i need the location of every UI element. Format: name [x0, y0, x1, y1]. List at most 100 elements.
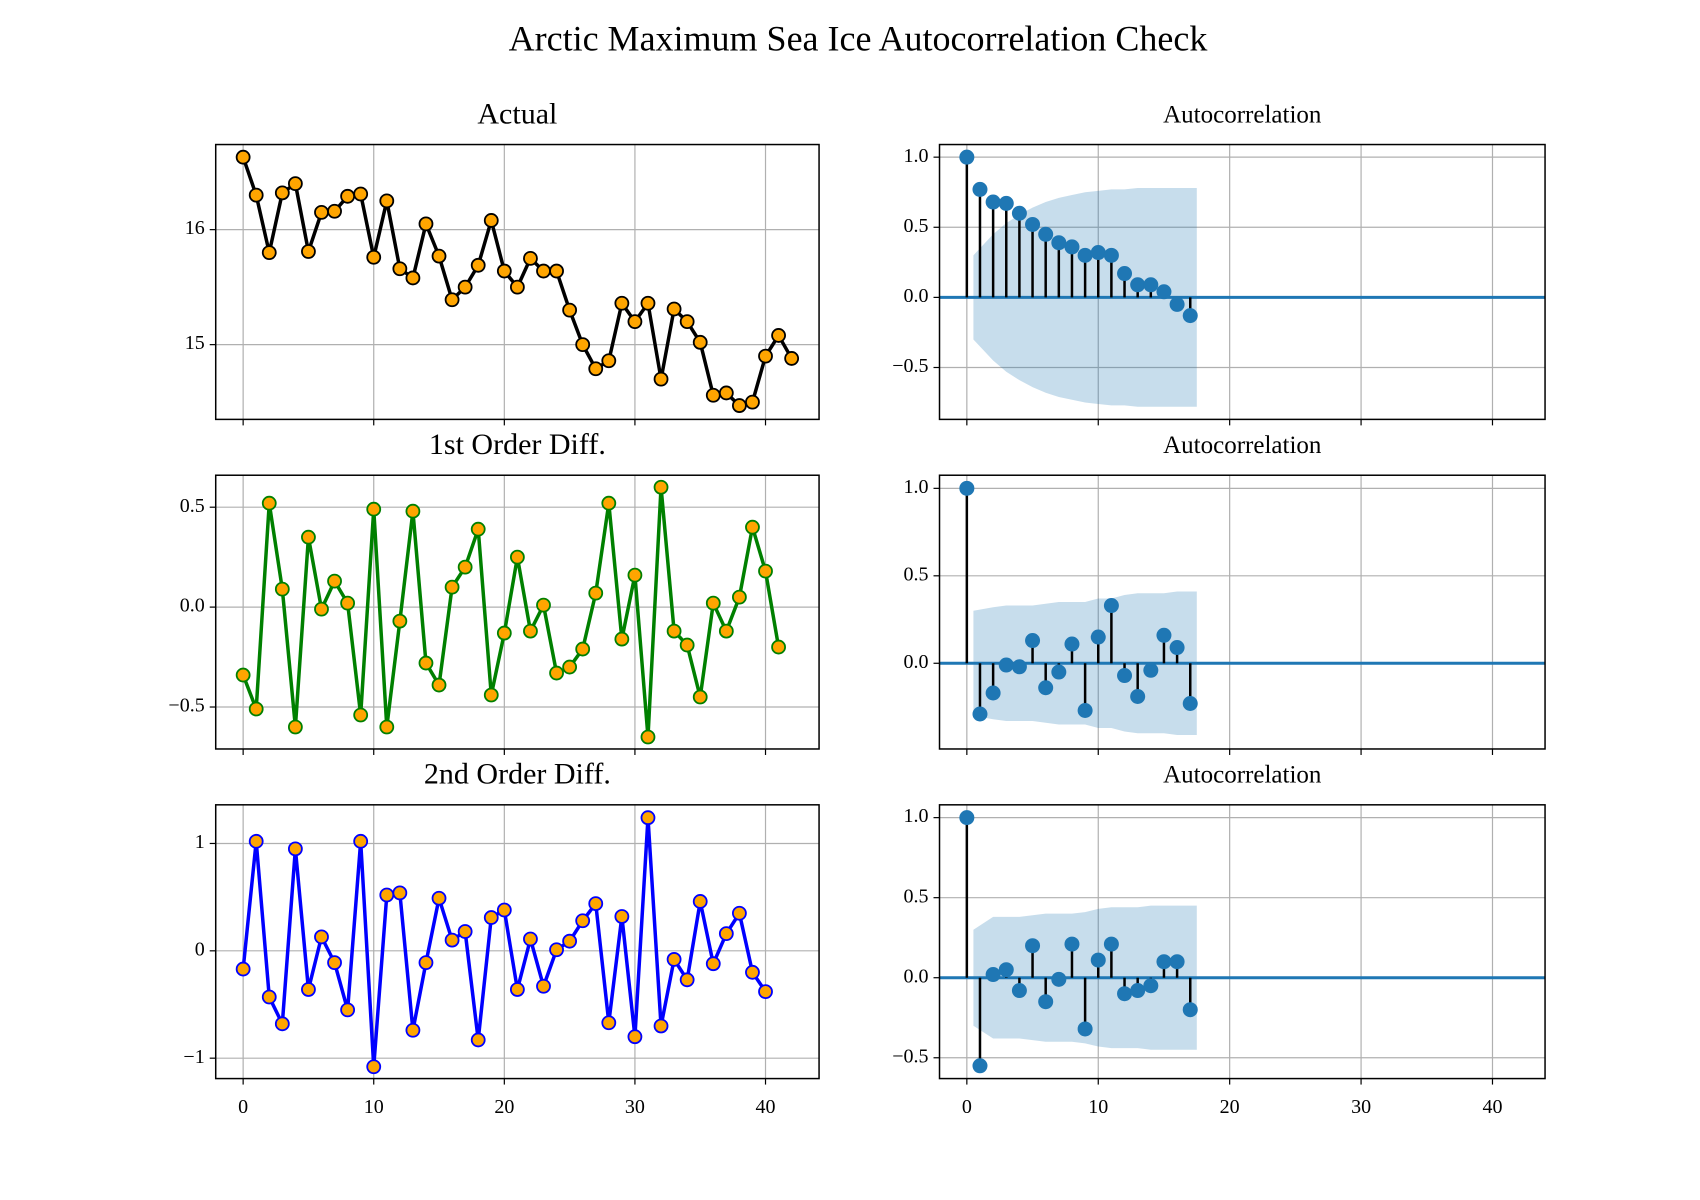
marker [1130, 277, 1146, 293]
marker [562, 933, 578, 949]
marker [959, 480, 975, 496]
marker [314, 204, 329, 220]
x-tick-label: 40 [1482, 1096, 1502, 1118]
marker [718, 926, 734, 942]
marker [536, 263, 551, 279]
marker [509, 549, 525, 565]
figure-title: Arctic Maximum Sea Ice Autocorrelation C… [509, 18, 1208, 58]
marker [640, 729, 656, 745]
marker [959, 810, 975, 826]
marker [692, 334, 708, 350]
marker [536, 597, 551, 613]
marker [575, 913, 591, 929]
marker [366, 249, 382, 265]
marker [261, 245, 277, 261]
marker [1064, 936, 1080, 952]
marker [692, 689, 708, 705]
y-tick-label: 0 [195, 938, 205, 960]
marker [653, 1018, 669, 1034]
marker [470, 521, 486, 537]
marker [1025, 938, 1041, 954]
marker [327, 573, 342, 589]
marker [1051, 971, 1067, 987]
marker [1090, 952, 1106, 968]
marker [248, 701, 264, 717]
y-tick-label: 1 [195, 831, 205, 853]
marker [1103, 598, 1119, 614]
marker [444, 292, 460, 308]
marker [679, 314, 695, 330]
marker [985, 967, 1001, 983]
marker [483, 910, 499, 925]
axes-frame [214, 474, 820, 750]
y-tick-label: 0.0 [904, 965, 929, 987]
marker [379, 887, 395, 903]
x-tick-label: 30 [1351, 1096, 1371, 1118]
marker [1025, 216, 1041, 232]
marker [549, 263, 564, 279]
marker [366, 501, 382, 517]
marker [392, 613, 408, 629]
marker [301, 244, 316, 259]
marker [985, 194, 1001, 210]
marker [666, 623, 682, 639]
marker [1038, 680, 1054, 696]
marker [549, 665, 564, 681]
marker [588, 896, 604, 911]
marker [340, 1002, 356, 1018]
marker [496, 902, 512, 918]
axes-frame [938, 804, 1546, 1080]
marker [758, 348, 773, 364]
marker [1064, 636, 1080, 652]
marker [1143, 662, 1159, 678]
marker [523, 623, 538, 639]
marker [1156, 627, 1172, 643]
marker [731, 905, 747, 921]
marker [287, 176, 303, 192]
marker [353, 707, 369, 723]
marker [483, 213, 499, 228]
marker [261, 989, 277, 1005]
marker [1090, 245, 1106, 261]
marker [1169, 954, 1185, 970]
marker [392, 261, 408, 277]
marker [1169, 296, 1185, 312]
panel-title: 2nd Order Diff. [424, 758, 611, 791]
marker [444, 579, 460, 595]
marker [758, 984, 773, 1000]
marker [679, 637, 695, 653]
axes-frame [938, 474, 1546, 750]
marker [998, 657, 1014, 673]
marker [718, 385, 734, 401]
marker [1077, 247, 1093, 263]
marker [1117, 266, 1133, 282]
marker [549, 942, 564, 958]
marker [248, 833, 264, 849]
marker [235, 667, 251, 683]
marker [614, 909, 630, 924]
marker [431, 890, 447, 906]
marker [1156, 284, 1172, 300]
marker [418, 955, 434, 971]
marker [1117, 986, 1133, 1002]
marker [601, 353, 617, 369]
y-tick-label: −1 [183, 1046, 204, 1068]
marker [405, 1022, 421, 1038]
marker [705, 956, 721, 972]
marker [431, 248, 447, 264]
marker [457, 559, 473, 575]
panel-title: Autocorrelation [1163, 762, 1322, 789]
marker [405, 503, 421, 519]
marker [588, 361, 604, 377]
x-tick-label: 0 [962, 1096, 972, 1118]
marker [601, 495, 617, 511]
y-tick-label: 0.5 [904, 563, 929, 585]
marker [1011, 983, 1027, 999]
marker [327, 203, 342, 219]
marker [1038, 994, 1054, 1010]
marker [405, 270, 421, 286]
marker [1064, 239, 1080, 255]
marker [457, 924, 473, 939]
y-tick-label: 15 [185, 332, 205, 354]
marker [523, 931, 538, 947]
